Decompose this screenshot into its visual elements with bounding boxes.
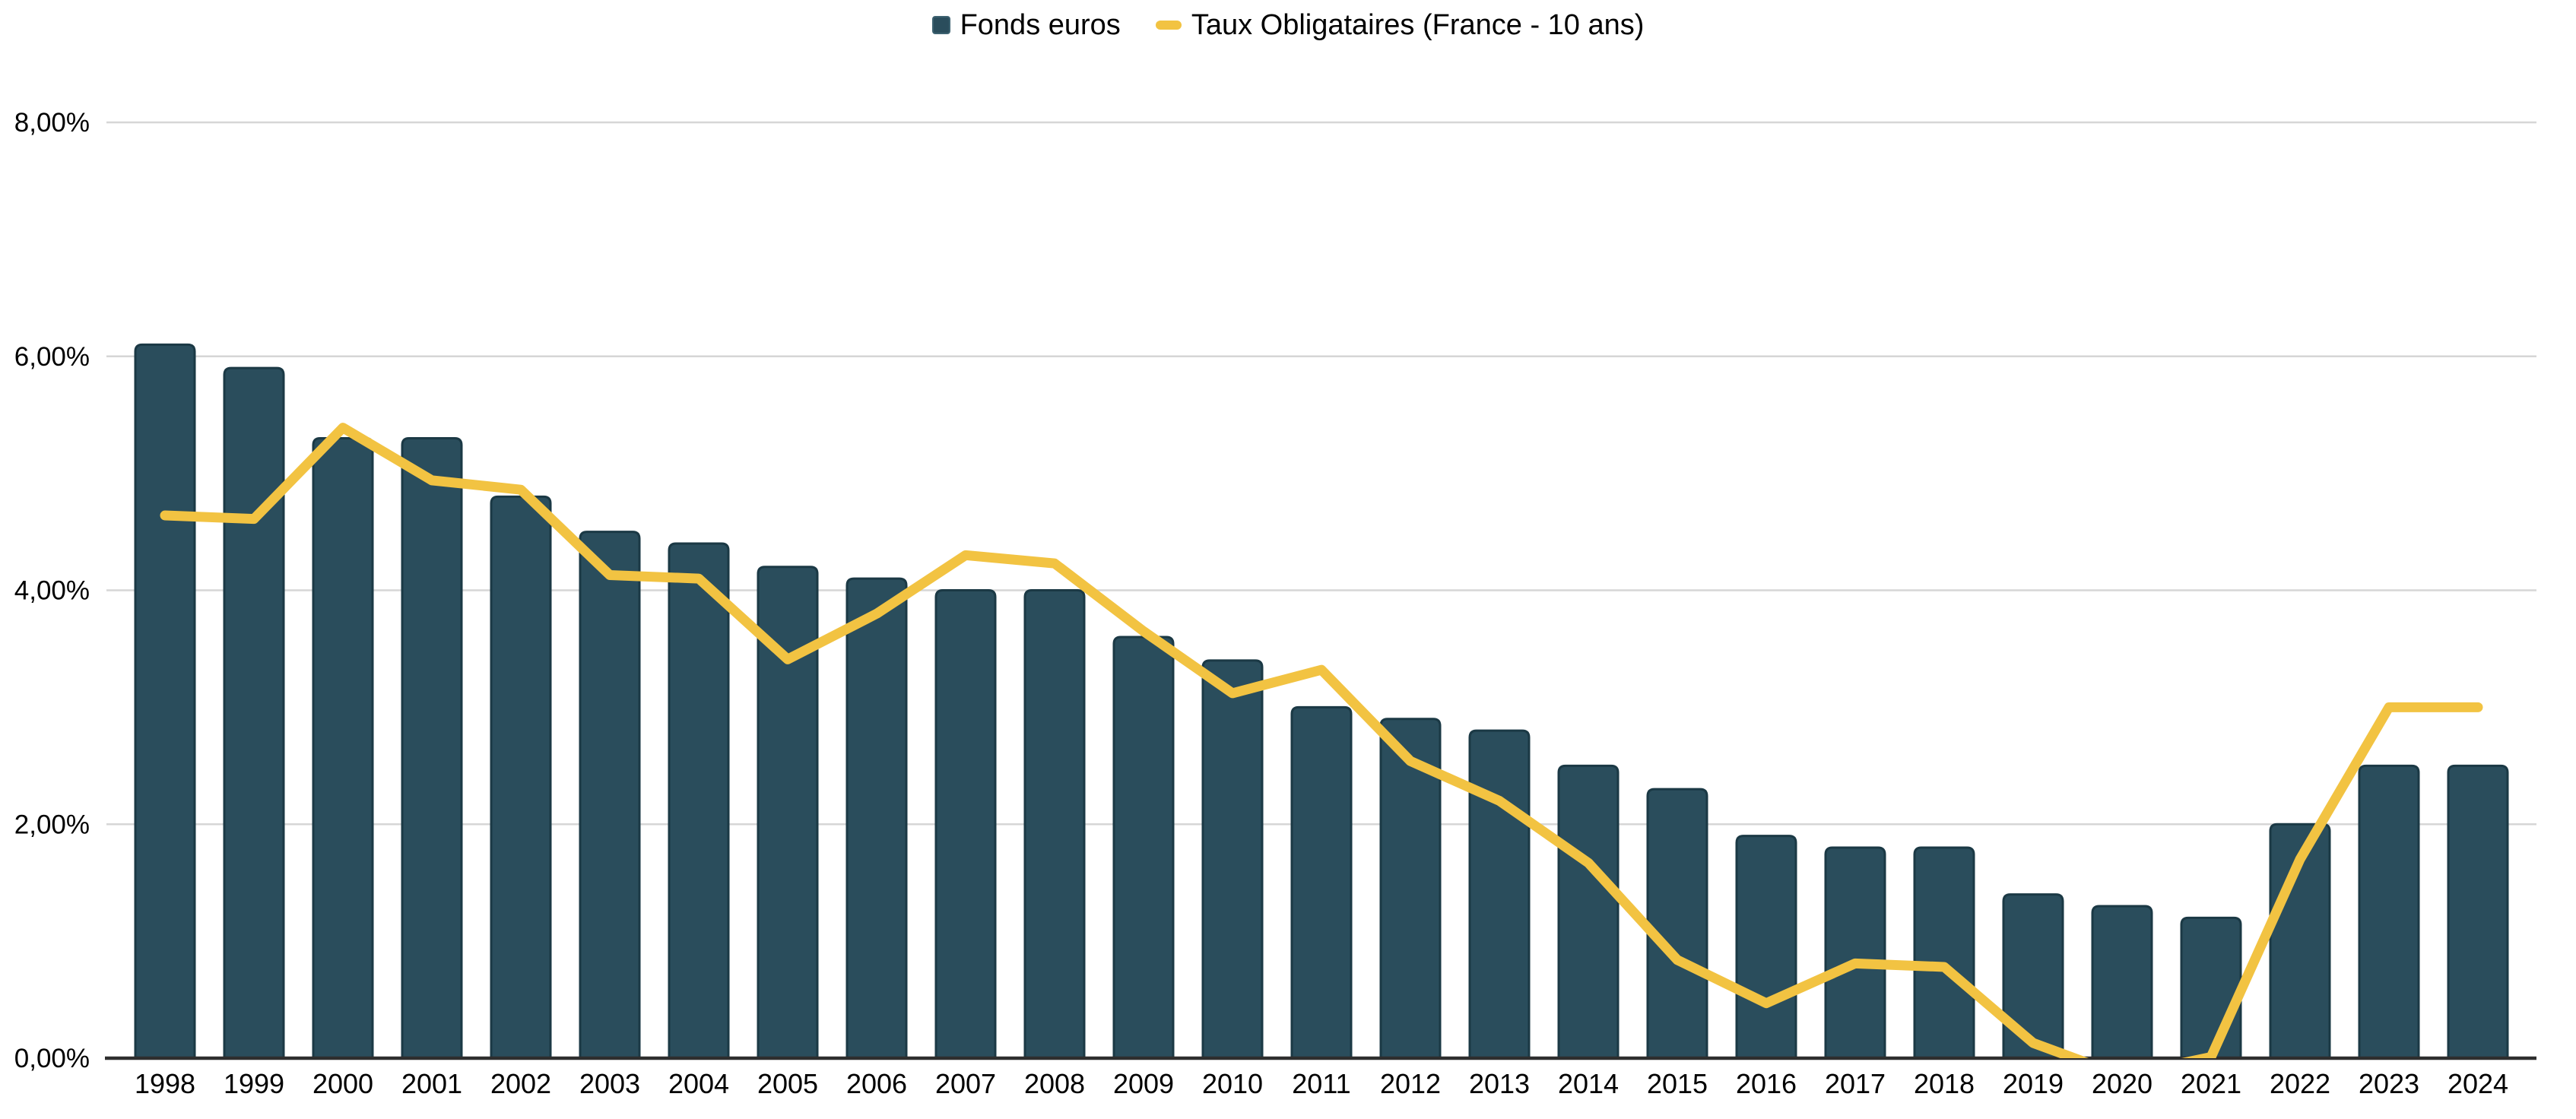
bar-2005 bbox=[757, 566, 819, 1060]
y-axis-label-4: 4,00% bbox=[14, 576, 90, 606]
x-axis-label-2017: 2017 bbox=[1825, 1068, 1886, 1099]
bar-2007 bbox=[934, 589, 997, 1060]
x-axis-label-2000: 2000 bbox=[312, 1068, 373, 1099]
bar-2006 bbox=[845, 577, 908, 1060]
x-axis-label-2005: 2005 bbox=[757, 1068, 818, 1099]
bar-2024 bbox=[2447, 764, 2509, 1060]
x-axis-label-2003: 2003 bbox=[579, 1068, 640, 1099]
legend-label-taux-obligataires: Taux Obligataires (France - 10 ans) bbox=[1191, 9, 1645, 41]
bar-1998 bbox=[134, 343, 196, 1060]
bar-2010 bbox=[1201, 659, 1264, 1060]
x-axis-label-2014: 2014 bbox=[1558, 1068, 1619, 1099]
bar-2021 bbox=[2180, 916, 2242, 1060]
bar-2023 bbox=[2358, 764, 2420, 1060]
y-axis-label-8: 8,00% bbox=[14, 108, 90, 138]
x-axis-label-1999: 1999 bbox=[224, 1068, 284, 1099]
x-axis-label-2011: 2011 bbox=[1292, 1068, 1350, 1099]
x-axis-label-2021: 2021 bbox=[2181, 1068, 2241, 1099]
x-axis-label-2013: 2013 bbox=[1469, 1068, 1530, 1099]
legend-label-fonds-euros: Fonds euros bbox=[960, 9, 1121, 41]
x-axis-label-1998: 1998 bbox=[135, 1068, 195, 1099]
bar-2009 bbox=[1112, 636, 1175, 1060]
legend-dash-marker bbox=[1155, 21, 1182, 30]
y-axis-label-0: 0,00% bbox=[14, 1044, 90, 1073]
bar-2012 bbox=[1379, 718, 1442, 1060]
x-axis-label-2023: 2023 bbox=[2359, 1068, 2419, 1099]
y-axis-label-6: 6,00% bbox=[14, 342, 90, 372]
bar-2011 bbox=[1290, 705, 1353, 1060]
bar-2016 bbox=[1735, 835, 1797, 1060]
x-axis-label-2010: 2010 bbox=[1202, 1068, 1263, 1099]
x-axis-label-2020: 2020 bbox=[2092, 1068, 2152, 1099]
legend-item-taux-obligataires: Taux Obligataires (France - 10 ans) bbox=[1155, 8, 1645, 43]
bar-2018 bbox=[1913, 846, 1975, 1060]
line-series-taux-obligataires bbox=[160, 423, 2483, 1058]
x-axis-label-2008: 2008 bbox=[1024, 1068, 1085, 1099]
x-axis-label-2012: 2012 bbox=[1380, 1068, 1441, 1099]
x-axis-label-2019: 2019 bbox=[2003, 1068, 2064, 1099]
x-axis-label-2002: 2002 bbox=[490, 1068, 551, 1099]
x-axis-label-2018: 2018 bbox=[1914, 1068, 1975, 1099]
bar-2008 bbox=[1023, 589, 1086, 1060]
x-axis-label-2001: 2001 bbox=[401, 1068, 462, 1099]
x-axis-label-2016: 2016 bbox=[1736, 1068, 1797, 1099]
x-axis-label-2024: 2024 bbox=[2448, 1068, 2508, 1099]
x-axis-label-2022: 2022 bbox=[2270, 1068, 2330, 1099]
bar-2000 bbox=[312, 436, 374, 1060]
bar-2013 bbox=[1468, 729, 1531, 1060]
x-axis-label-2007: 2007 bbox=[935, 1068, 996, 1099]
bar-2015 bbox=[1646, 788, 1708, 1060]
bar-2017 bbox=[1824, 846, 1886, 1060]
bar-2020 bbox=[2091, 905, 2153, 1060]
y-axis-label-2: 2,00% bbox=[14, 810, 90, 839]
bar-2019 bbox=[2002, 893, 2064, 1060]
legend-square-marker bbox=[931, 16, 950, 34]
bar-2014 bbox=[1557, 764, 1620, 1060]
bar-2004 bbox=[668, 542, 730, 1060]
legend-item-fonds-euros: Fonds euros bbox=[931, 8, 1121, 43]
bar-1999 bbox=[223, 366, 285, 1060]
legend: Fonds euros Taux Obligataires (France - … bbox=[0, 8, 2576, 43]
x-axis-label-2004: 2004 bbox=[668, 1068, 729, 1099]
x-axis-label-2009: 2009 bbox=[1113, 1068, 1174, 1099]
x-axis-label-2006: 2006 bbox=[846, 1068, 907, 1099]
bar-2001 bbox=[401, 436, 463, 1060]
x-axis-label-2015: 2015 bbox=[1647, 1068, 1708, 1099]
bar-2003 bbox=[579, 531, 641, 1060]
bar-2002 bbox=[490, 495, 552, 1060]
